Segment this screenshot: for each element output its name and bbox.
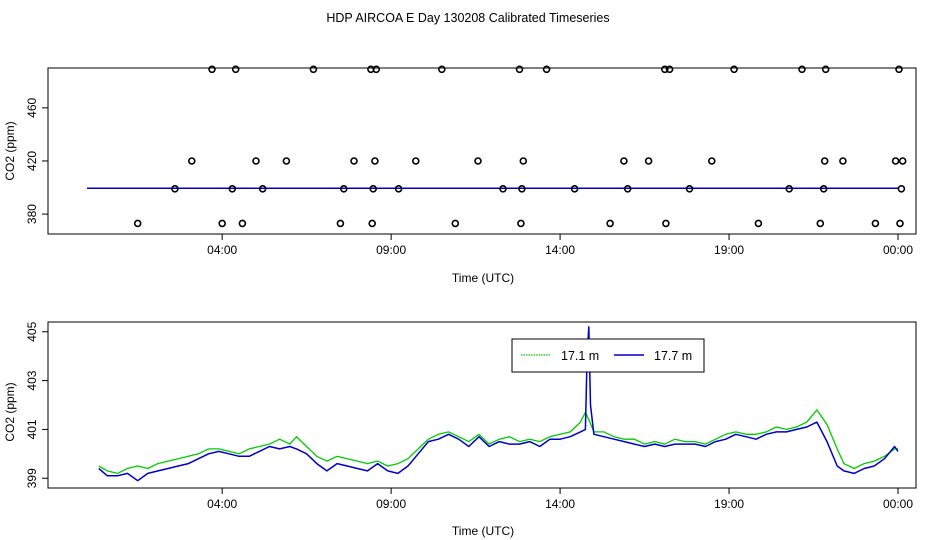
calibration-point [231, 65, 240, 74]
panel1-x-tick-label: 09:00 [376, 243, 406, 257]
calibration-point [474, 157, 482, 165]
calibration-point [282, 157, 291, 165]
calibration-point [660, 65, 669, 74]
panel2-x-tick-label: 14:00 [545, 497, 575, 511]
calibration-point [816, 219, 825, 228]
panel1-calibration-points [133, 65, 907, 228]
legend-label-17-1m: 17.1 m [561, 349, 599, 363]
panel2-x-tick-label: 19:00 [714, 497, 744, 511]
panel1-x-tick-label: 14:00 [545, 243, 575, 257]
calibration-point [218, 219, 226, 228]
panel1-y-axis: 380 420 460 [25, 98, 48, 224]
panel2-plot-box [47, 321, 917, 489]
panel2-x-tick-label: 04:00 [207, 497, 237, 511]
panel2-x-tick-label: 00:00 [883, 497, 913, 511]
panel2-x-axis: 04:00 09:00 14:00 19:00 00:00 [207, 488, 913, 511]
calibration-point [891, 157, 900, 165]
calibration-point [519, 157, 528, 165]
panel2-series-line-1 [98, 326, 899, 482]
calibration-point [339, 185, 348, 193]
panel1-plot-box [47, 67, 917, 235]
calibration-point [451, 219, 460, 228]
calibration-point [499, 185, 507, 193]
calibration-point [252, 157, 260, 165]
panel1-x-axis-label: Time (UTC) [452, 271, 514, 285]
calibration-point [171, 185, 179, 193]
panel1-x-tick-label: 04:00 [207, 243, 237, 257]
panel1-y-tick-label: 380 [25, 204, 39, 224]
calibration-point [896, 219, 904, 228]
panel2-series-line-0 [98, 409, 898, 475]
calibration-point [821, 65, 830, 74]
calibration-point [309, 65, 318, 74]
calibration-point [839, 157, 847, 165]
calibration-point [238, 219, 247, 228]
panel1-x-axis: 04:00 09:00 14:00 19:00 00:00 [207, 234, 913, 257]
calibration-point [518, 185, 526, 193]
calibration-point [371, 157, 379, 165]
calibration-point [785, 185, 794, 193]
panel2-series [98, 326, 899, 482]
calibration-point [228, 185, 237, 193]
calibration-point [606, 219, 614, 228]
calibration-point [685, 185, 694, 193]
calibration-point [897, 185, 906, 193]
panel2-y-tick-label: 401 [25, 419, 39, 439]
calibration-point [542, 65, 551, 74]
calibration-point [707, 157, 716, 165]
panel1-x-tick-label: 00:00 [883, 243, 913, 257]
calibration-point [517, 219, 525, 228]
calibration-point [871, 219, 880, 228]
calibration-point [208, 65, 216, 74]
panel2-y-tick-label: 403 [25, 370, 39, 390]
calibration-point [437, 65, 446, 74]
calibration-point [570, 185, 579, 193]
calibration-point [336, 219, 345, 228]
calibration-point [258, 185, 267, 193]
calibration-point [754, 219, 763, 228]
calibration-point [644, 157, 653, 165]
panel2-y-axis-label: CO2 (ppm) [3, 382, 17, 441]
calibration-point [665, 65, 674, 74]
calibration-point [188, 157, 196, 165]
calibration-scatter-panel: 04:00 09:00 14:00 19:00 00:00 380 420 460 Time… [3, 65, 917, 285]
calibration-point [798, 65, 806, 74]
calibration-point [820, 157, 829, 165]
calibration-point [895, 65, 903, 74]
panel1-y-tick-label: 420 [25, 151, 39, 171]
calibration-point [133, 219, 142, 228]
calibration-point [369, 185, 378, 193]
calibration-point [515, 65, 524, 74]
calibration-point [372, 65, 381, 74]
calibration-point [730, 65, 738, 74]
panel2-y-tick-label: 399 [25, 468, 39, 488]
calibration-point [350, 157, 358, 165]
panel1-y-axis-label: CO2 (ppm) [3, 121, 17, 180]
calibration-point [394, 185, 403, 193]
panel2-x-tick-label: 09:00 [376, 497, 406, 511]
legend: 17.1 m 17.7 m [511, 338, 705, 373]
calibration-point [898, 157, 907, 165]
calibration-point [819, 185, 828, 193]
panel1-x-tick-label: 19:00 [714, 243, 744, 257]
timeseries-panel: 04:00 09:00 14:00 19:00 00:00 399 401 403 405 T… [3, 321, 917, 538]
calibration-point [623, 185, 632, 193]
legend-label-17-7m: 17.7 m [654, 349, 692, 363]
calibration-point [411, 157, 420, 165]
panel2-y-axis: 399 401 403 405 [25, 321, 48, 488]
calibration-point [662, 219, 670, 228]
figure-title: HDP AIRCOA E Day 130208 Calibrated Times… [326, 11, 609, 25]
panel2-y-tick-label: 405 [25, 321, 39, 341]
calibration-point [368, 219, 377, 228]
panel2-x-axis-label: Time (UTC) [452, 524, 514, 538]
panel1-y-tick-label: 460 [25, 98, 39, 118]
calibration-point [620, 157, 628, 165]
